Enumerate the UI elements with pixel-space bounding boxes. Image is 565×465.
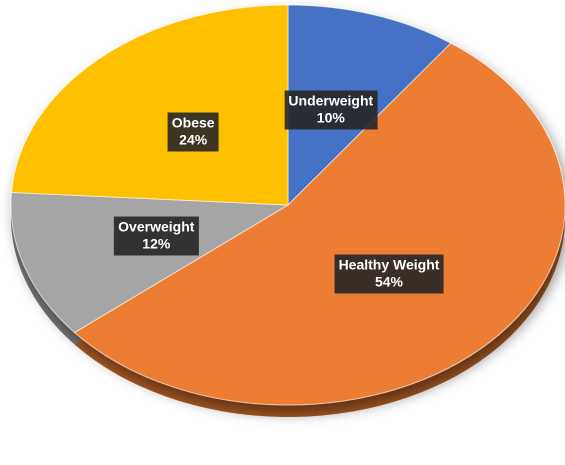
pie-slice-overweight <box>10 191 290 334</box>
data-label-underweight: Underweight 10% <box>284 90 378 130</box>
pie-slice-obese <box>11 4 289 206</box>
data-label-obese-name: Obese <box>171 114 215 131</box>
data-label-overweight: Overweight 12% <box>114 216 199 256</box>
data-label-healthy-weight: Healthy Weight 54% <box>334 254 444 293</box>
data-label-healthy-weight-name: Healthy Weight <box>338 256 440 272</box>
data-label-underweight-value: 10% <box>316 109 345 126</box>
data-label-healthy-weight-value: 54% <box>374 273 404 289</box>
data-label-overweight-value: 12% <box>142 235 171 252</box>
data-label-underweight-name: Underweight <box>288 92 374 109</box>
data-label-obese: Obese 24% <box>167 112 219 152</box>
data-label-obese-value: 24% <box>179 131 208 148</box>
pie-slice-healthy-weight <box>73 42 565 406</box>
pie-top-face <box>10 4 565 406</box>
data-label-overweight-name: Overweight <box>118 218 195 235</box>
